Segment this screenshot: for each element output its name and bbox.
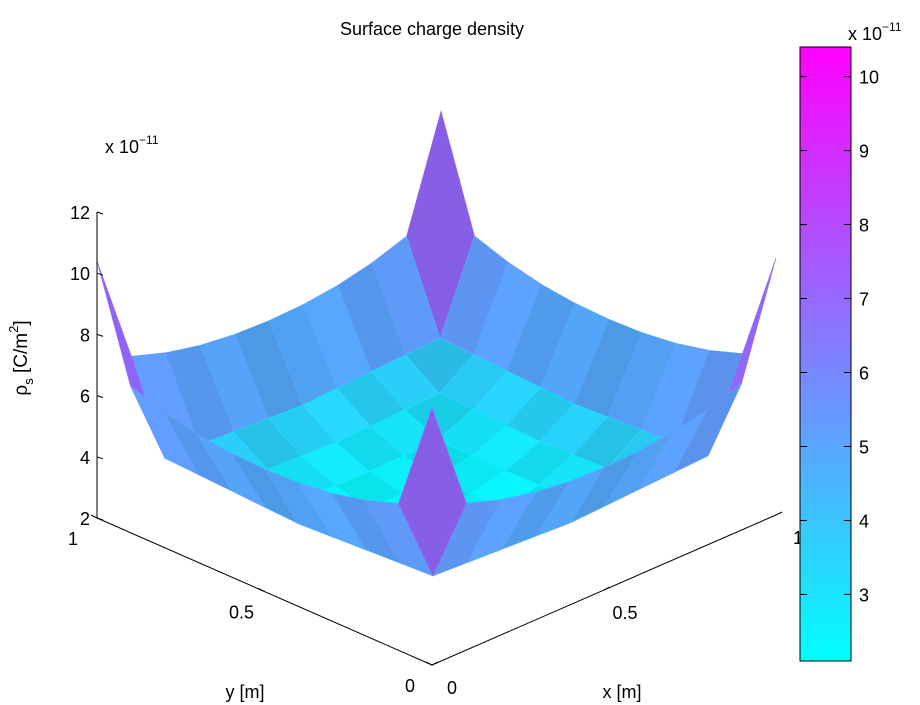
- z-tick-label: 2: [80, 509, 90, 529]
- z-tick-label: 8: [80, 325, 90, 345]
- z-axis-label: ρs [C/m2]: [6, 320, 36, 395]
- y-axis-label: y [m]: [226, 682, 265, 702]
- colorbar-tick-label: 5: [859, 437, 869, 457]
- colorbar-tick-label: 10: [859, 68, 879, 88]
- y-tick-label: 0: [405, 676, 415, 696]
- z-axis-tick: [96, 395, 104, 399]
- colorbar-multiplier: x 10−11: [848, 20, 902, 44]
- colorbar-tick-label: 6: [859, 363, 869, 383]
- colorbar-tick-label: 4: [859, 511, 869, 531]
- x-axis-label: x [m]: [603, 682, 642, 702]
- z-axis-tick: [96, 211, 104, 215]
- colorbar-tick-label: 7: [859, 290, 869, 310]
- z-tick-label: 6: [80, 387, 90, 407]
- y-axis-tick: [90, 514, 98, 519]
- z-axis-tick: [96, 333, 104, 337]
- z-label-unit: [C/m: [11, 333, 32, 378]
- y-axis-tick: [258, 588, 265, 592]
- x-axis-tick: [431, 661, 439, 666]
- x-axis-tick: [603, 586, 611, 591]
- z-tick-label: 4: [80, 448, 90, 468]
- z-label-unit-superscript: 2: [6, 326, 21, 333]
- z-multiplier-base: x 10: [105, 137, 139, 157]
- z-axis-tick: [96, 456, 104, 460]
- surface-plot: [96, 109, 777, 577]
- colorbar-tick-label: 9: [859, 142, 869, 162]
- x-axis-tick: [775, 511, 783, 516]
- colorbar-tick-label: 3: [859, 585, 869, 605]
- z-label-unit-close: ]: [11, 320, 32, 325]
- z-axis-tick: [96, 517, 104, 521]
- chart-title: Surface charge density: [340, 19, 524, 39]
- colorbar: [799, 46, 852, 662]
- z-multiplier-exponent: −11: [139, 133, 159, 147]
- z-axis-multiplier: x 10−11: [105, 133, 159, 157]
- z-tick-label: 10: [70, 264, 90, 284]
- colorbar-tick-label: 8: [859, 216, 869, 236]
- z-label-symbol: ρ: [11, 385, 32, 396]
- y-tick-label: 1: [68, 529, 78, 549]
- surface-patch: [398, 407, 467, 577]
- colorbar-multiplier-base: x 10: [848, 24, 882, 44]
- z-axis-tick: [96, 272, 104, 276]
- x-tick-label: 0.5: [612, 603, 637, 623]
- y-tick-label: 0.5: [229, 603, 254, 623]
- y-axis-tick: [425, 661, 433, 666]
- z-tick-label: 12: [70, 203, 90, 223]
- x-tick-label: 1: [793, 528, 803, 548]
- colorbar-multiplier-exponent: −11: [882, 20, 902, 34]
- x-tick-label: 0: [447, 678, 457, 698]
- z-label-subscript: s: [21, 378, 36, 385]
- colorbar-ticks: 3 4 5 6 7 8 9 10: [800, 68, 879, 605]
